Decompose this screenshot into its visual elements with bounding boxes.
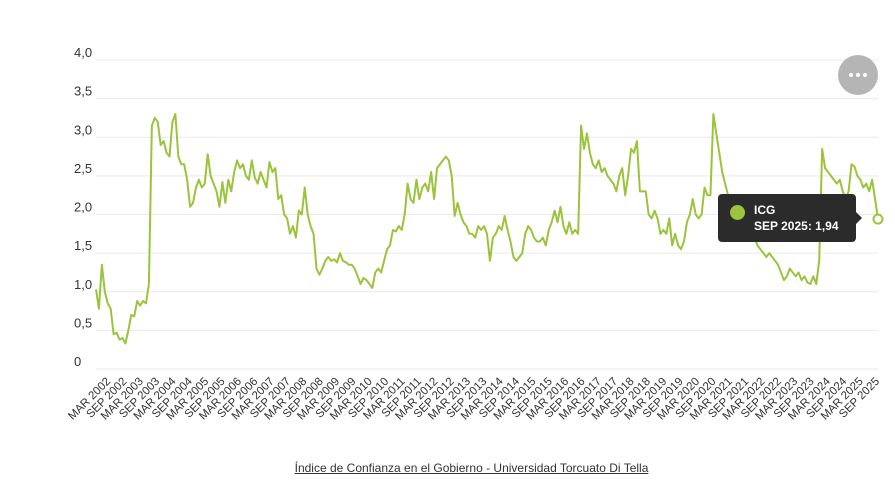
y-axis-ticks: 0 0,5 1,0 1,5 2,0 2,5 3,0 3,5 4,0 bbox=[74, 45, 92, 369]
chart-menu-button[interactable] bbox=[838, 55, 878, 95]
y-tick-label: 0 bbox=[74, 354, 81, 369]
y-tick-label: 3,0 bbox=[74, 122, 92, 137]
y-tick-label: 2,5 bbox=[74, 161, 92, 176]
ellipsis-icon bbox=[849, 73, 853, 77]
y-tick-label: 3,5 bbox=[74, 84, 92, 99]
tooltip-series-name: ICG bbox=[754, 203, 776, 217]
tooltip: ICG SEP 2025: 1,94 bbox=[718, 194, 862, 242]
y-tick-label: 4,0 bbox=[74, 45, 92, 60]
y-tick-label: 1,5 bbox=[74, 238, 92, 253]
tooltip-value: SEP 2025: 1,94 bbox=[754, 219, 839, 233]
y-tick-label: 1,0 bbox=[74, 277, 92, 292]
y-tick-label: 2,0 bbox=[74, 200, 92, 215]
grid-lines bbox=[96, 59, 878, 370]
chart-caption-link[interactable]: Índice de Confianza en el Gobierno - Uni… bbox=[294, 461, 649, 475]
y-tick-label: 0,5 bbox=[74, 315, 92, 330]
tooltip-series-dot bbox=[730, 205, 745, 220]
highlighted-point[interactable] bbox=[872, 213, 884, 225]
